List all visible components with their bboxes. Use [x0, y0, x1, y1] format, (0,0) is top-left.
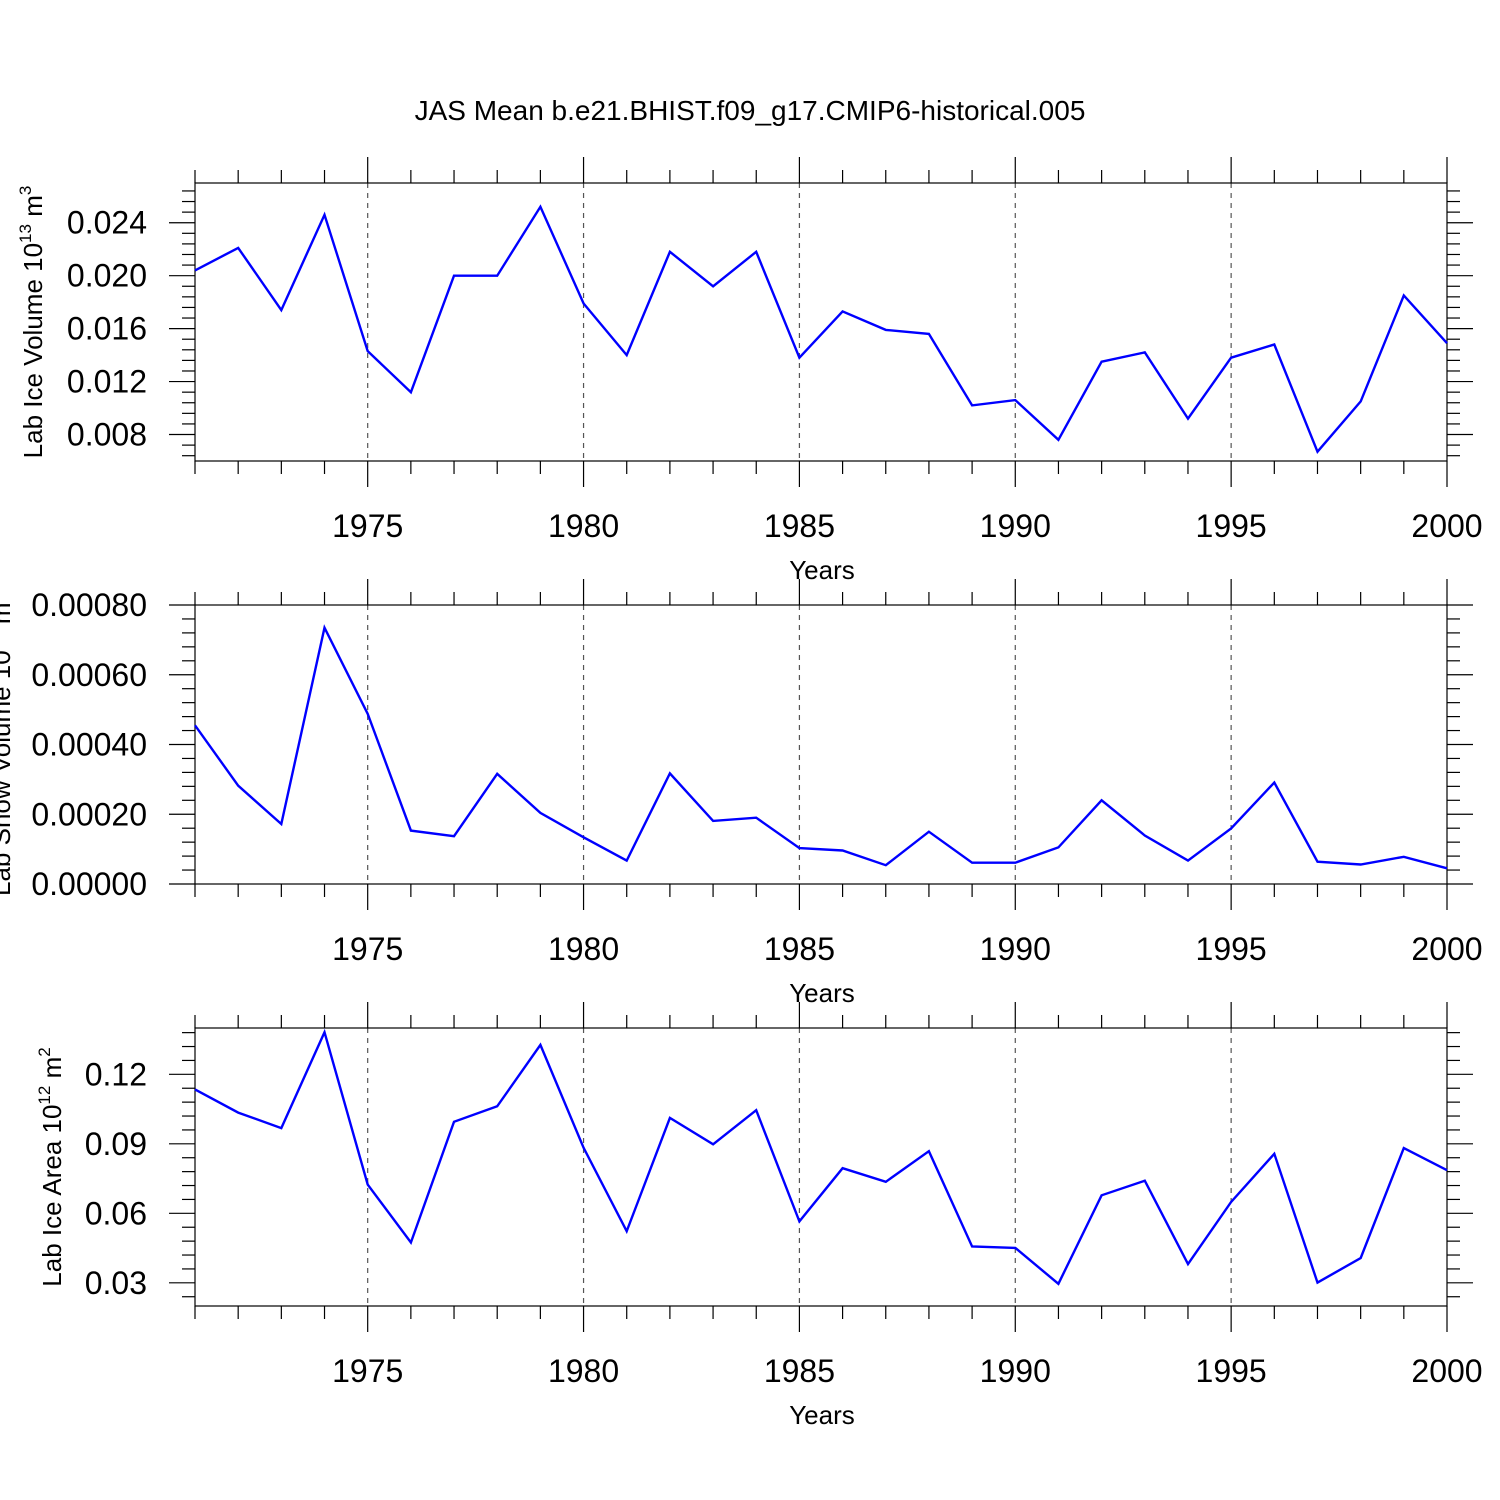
plot-frame: [194, 182, 1448, 462]
y-tick-label: 0.09: [85, 1126, 147, 1162]
chart-title: JAS Mean b.e21.BHIST.f09_g17.CMIP6-histo…: [415, 95, 1086, 126]
y-tick-label: 0.024: [67, 205, 147, 241]
y-axis-label-part: m: [37, 1057, 67, 1086]
x-axis-label: Years: [789, 978, 855, 1008]
x-tick-label: 1990: [980, 931, 1051, 967]
y-axis-label-part: Lab Ice Area 10: [37, 1105, 67, 1287]
x-axis-label: Years: [789, 1400, 855, 1430]
x-axis-label: Years: [789, 555, 855, 585]
series-line-1: [194, 1028, 1448, 1286]
y-axis-label-part: Lab Snow Volume 10: [0, 650, 16, 896]
x-tick-label: 1990: [980, 508, 1051, 544]
y-tick-label: 0.00040: [31, 727, 147, 763]
y-axis-label-part: m: [0, 602, 16, 631]
y-tick-label: 0.03: [85, 1265, 147, 1301]
y-tick-label: 0.012: [67, 364, 147, 400]
x-tick-label: 1980: [548, 931, 619, 967]
y-tick-label: 0.00080: [31, 587, 147, 623]
y-axis-label: Lab Ice Area 1012 m2: [35, 1047, 67, 1286]
y-axis-label-superscript: 2: [35, 1047, 54, 1056]
y-axis-label-superscript: 3: [16, 186, 35, 195]
y-tick-label: 0.00020: [31, 796, 147, 832]
x-tick-label: 1995: [1196, 508, 1267, 544]
panel-2: 0.00000 0.00020 0.00040 0.00060 0.00080 1975 1…: [0, 579, 1483, 1008]
y-tick-label: 0.00000: [31, 866, 147, 902]
series-line-1: [194, 204, 1448, 454]
y-tick-label: 0.12: [85, 1056, 147, 1092]
series-line-1: [194, 624, 1448, 870]
plot-frame: [194, 604, 1448, 885]
y-axis-label: Lab Snow Volume 1013 m3: [0, 593, 16, 896]
x-tick-label: 1975: [332, 1353, 403, 1389]
y-tick-label: 0.00060: [31, 657, 147, 693]
panel-3: 0.03 0.06 0.09 0.12 1975 1980 1985 1990 1995 2000…: [35, 1002, 1483, 1430]
y-axis-label-superscript: 12: [35, 1086, 54, 1105]
x-tick-label: 1985: [764, 931, 835, 967]
x-tick-label: 1990: [980, 1353, 1051, 1389]
plot-frame: [194, 1027, 1448, 1307]
x-tick-label: 2000: [1411, 931, 1482, 967]
x-tick-label: 1980: [548, 1353, 619, 1389]
y-tick-label: 0.06: [85, 1195, 147, 1231]
y-axis-label-part: m: [18, 195, 48, 224]
y-axis-label-superscript: 13: [16, 224, 35, 243]
y-axis-label-superscript: 13: [0, 631, 3, 650]
x-tick-label: 1995: [1196, 931, 1267, 967]
y-axis-label-superscript: 3: [0, 593, 3, 602]
x-tick-label: 2000: [1411, 508, 1482, 544]
x-tick-label: 1975: [332, 931, 403, 967]
y-tick-label: 0.008: [67, 417, 147, 453]
panels: 0.008 0.012 0.016 0.020 0.024 1975 1980 1985 199…: [0, 157, 1483, 1430]
y-tick-label: 0.016: [67, 311, 147, 347]
x-tick-label: 1985: [764, 508, 835, 544]
y-tick-label: 0.020: [67, 258, 147, 294]
panel-1: 0.008 0.012 0.016 0.020 0.024 1975 1980 1985 199…: [16, 157, 1483, 585]
x-tick-label: 1980: [548, 508, 619, 544]
x-tick-label: 1995: [1196, 1353, 1267, 1389]
x-tick-label: 1985: [764, 1353, 835, 1389]
y-axis-label: Lab Ice Volume 1013 m3: [16, 186, 48, 459]
x-tick-label: 2000: [1411, 1353, 1482, 1389]
x-tick-label: 1975: [332, 508, 403, 544]
y-axis-label-part: Lab Ice Volume 10: [18, 243, 48, 458]
